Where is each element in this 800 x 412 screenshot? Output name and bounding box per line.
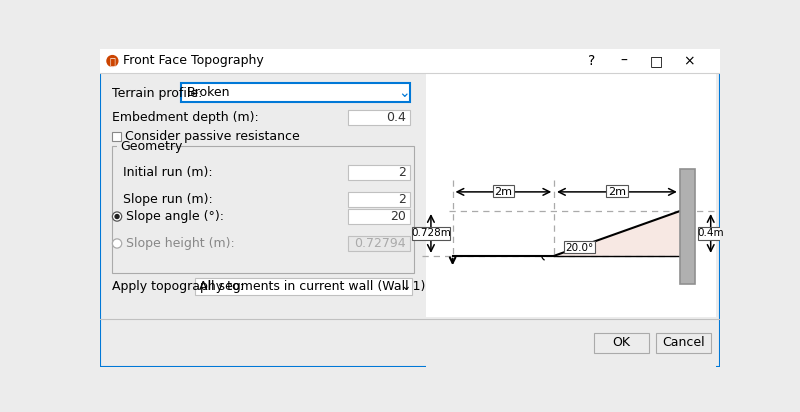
Bar: [680, 169, 695, 284]
Polygon shape: [453, 211, 680, 256]
Text: Consider passive resistance: Consider passive resistance: [125, 130, 299, 143]
Bar: [412, 227, 450, 240]
Bar: [348, 209, 410, 224]
Text: 0.4m: 0.4m: [698, 229, 724, 239]
Text: 2m: 2m: [608, 187, 626, 197]
Text: 0.728m: 0.728m: [411, 229, 451, 239]
Circle shape: [114, 214, 120, 219]
Circle shape: [112, 239, 122, 248]
Text: –: –: [621, 54, 627, 68]
Text: ⌄: ⌄: [398, 86, 410, 100]
Text: 2: 2: [398, 193, 406, 206]
Bar: [348, 110, 410, 125]
Text: 20.0°: 20.0°: [566, 243, 594, 253]
Text: 2m: 2m: [494, 187, 512, 197]
Text: 20: 20: [390, 210, 406, 223]
Bar: [657, 333, 710, 353]
Text: Slope height (m):: Slope height (m):: [126, 237, 234, 250]
Bar: [112, 132, 121, 141]
Bar: [194, 278, 411, 295]
Text: ?: ?: [588, 54, 595, 68]
Text: Slope run (m):: Slope run (m):: [123, 193, 213, 206]
Text: ⌄: ⌄: [401, 280, 411, 293]
Bar: [594, 333, 649, 353]
Text: □: □: [650, 54, 663, 68]
Bar: [606, 185, 628, 197]
Bar: [112, 146, 414, 273]
Text: Slope angle (°):: Slope angle (°):: [126, 210, 223, 223]
Text: Apply topography to:: Apply topography to:: [112, 280, 243, 293]
Text: ×: ×: [683, 54, 695, 68]
Bar: [698, 227, 725, 240]
Text: All segments in current wall (Wall 1): All segments in current wall (Wall 1): [199, 280, 426, 293]
Bar: [348, 165, 410, 180]
Text: Broken: Broken: [187, 86, 230, 99]
Bar: [426, 319, 716, 367]
Text: OK: OK: [613, 336, 630, 349]
Text: Cancel: Cancel: [662, 336, 705, 349]
Text: 2: 2: [398, 166, 406, 179]
Text: 0.4: 0.4: [386, 111, 406, 124]
Bar: [426, 73, 716, 317]
Circle shape: [112, 212, 122, 221]
Bar: [348, 192, 410, 207]
Text: 0.72794: 0.72794: [354, 237, 406, 250]
Text: Geometry: Geometry: [120, 140, 182, 153]
Bar: [564, 241, 595, 253]
Bar: [348, 236, 410, 251]
Text: Front Face Topography: Front Face Topography: [123, 54, 264, 68]
Bar: [181, 83, 410, 102]
Circle shape: [107, 56, 118, 66]
Text: Terrain profile:: Terrain profile:: [112, 87, 202, 100]
Text: Embedment depth (m):: Embedment depth (m):: [112, 111, 258, 124]
Bar: [117, 143, 165, 150]
Text: Initial run (m):: Initial run (m):: [123, 166, 213, 179]
Bar: [100, 49, 720, 73]
Bar: [493, 185, 514, 197]
Text: ⛨: ⛨: [110, 56, 115, 66]
